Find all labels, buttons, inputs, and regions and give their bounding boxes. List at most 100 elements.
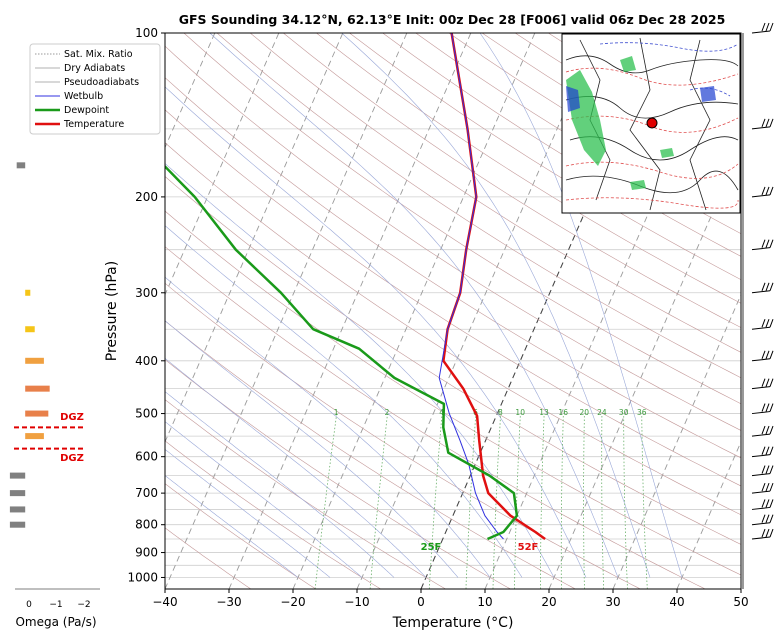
dewpoint-surface-label: 25F xyxy=(421,542,442,553)
mixing-ratio-label: 1 xyxy=(334,408,339,417)
wind-barb-flag xyxy=(765,282,770,291)
x-tick-label: 20 xyxy=(541,595,556,609)
x-axis-label: Temperature (°C) xyxy=(392,615,514,631)
wind-barb-flag xyxy=(769,528,774,538)
legend-label-sat-mix-ratio: Sat. Mix. Ratio xyxy=(64,49,133,60)
omega-bar xyxy=(9,472,26,479)
wind-barb-flag xyxy=(761,425,766,435)
y-axis-label: Pressure (hPa) xyxy=(104,261,120,361)
moist-adiabat xyxy=(165,163,555,578)
wind-barb-flag xyxy=(769,514,774,523)
wind-barb-flag xyxy=(761,186,766,196)
omega-bar xyxy=(25,289,31,296)
dry-adiabat xyxy=(165,527,252,589)
wind-barb-staff xyxy=(751,454,771,458)
omega-panel xyxy=(9,162,100,590)
omega-bar xyxy=(9,521,26,528)
series-temperature xyxy=(442,33,546,541)
wind-barb-flag xyxy=(765,528,770,538)
dry-adiabat xyxy=(250,33,741,353)
wind-barb-flag xyxy=(765,465,770,474)
x-tick-label: 0 xyxy=(417,595,425,609)
mixing-ratio-label: 13 xyxy=(539,408,549,417)
isotherm xyxy=(548,146,741,589)
wind-barb-staff xyxy=(751,473,771,477)
mixing-ratio-line xyxy=(492,413,502,589)
isotherm xyxy=(612,293,741,589)
y-tick-label: 1000 xyxy=(127,570,158,584)
moist-adiabat xyxy=(165,276,491,578)
moist-adiabat xyxy=(165,320,459,578)
wind-barb-flag xyxy=(761,482,766,492)
dry-adiabat xyxy=(316,33,741,304)
wind-barb-flag xyxy=(769,186,774,196)
x-tick-label: 30 xyxy=(605,595,620,609)
y-tick-label: 800 xyxy=(135,518,158,532)
x-tick-label: 10 xyxy=(477,595,492,609)
mixing-ratio-line xyxy=(583,413,585,589)
wind-barb-staff xyxy=(751,30,771,34)
isotherm xyxy=(165,33,216,149)
dry-adiabat xyxy=(165,45,741,431)
wind-barbs xyxy=(742,22,774,589)
wind-barb-staff xyxy=(751,247,771,251)
wind-barb-flag xyxy=(769,282,774,291)
wind-barb-flag xyxy=(769,22,774,32)
dgz-label-bottom: DGZ xyxy=(60,453,84,464)
wind-barb-staff xyxy=(751,386,771,390)
inset-map-blue-shading xyxy=(566,86,716,112)
wind-barb-flag xyxy=(761,350,766,359)
wind-barb-flag xyxy=(769,378,774,387)
mixing-ratio-line xyxy=(428,413,443,589)
wind-barb-staff xyxy=(751,506,771,510)
wind-barb-flag xyxy=(769,403,774,412)
y-tick-label: 700 xyxy=(135,486,158,500)
x-tick-label: −10 xyxy=(344,595,369,609)
mixing-ratio-line xyxy=(514,413,521,589)
omega-bar xyxy=(9,490,26,497)
wind-barb-flag xyxy=(761,514,766,523)
isotherm xyxy=(165,33,280,296)
mixing-ratio-line xyxy=(641,413,648,589)
wind-barb-staff xyxy=(751,290,771,294)
isotherm xyxy=(228,33,472,589)
moist-adiabat xyxy=(165,421,363,578)
y-tick-label: 500 xyxy=(135,407,158,421)
x-tick-label: 50 xyxy=(733,595,748,609)
wind-barb-flag xyxy=(765,378,770,387)
wind-barb-flag xyxy=(765,319,770,328)
y-tick-label: 600 xyxy=(135,450,158,464)
location-marker xyxy=(646,117,658,129)
wind-barb-flag xyxy=(769,425,774,435)
wind-barb-flag xyxy=(761,118,766,128)
wind-barb-flag xyxy=(765,186,770,196)
legend-label-temperature: Temperature xyxy=(63,119,124,130)
omega-bar xyxy=(25,357,44,364)
wind-barb-flag xyxy=(761,446,766,455)
mixing-ratio-label: 2 xyxy=(385,408,390,417)
wind-barb-flag xyxy=(769,482,774,492)
wind-barb-staff xyxy=(751,326,771,330)
dry-adiabat xyxy=(165,176,741,545)
wind-barb-staff xyxy=(751,433,771,437)
dry-adiabat xyxy=(165,109,741,487)
wind-barb-staff xyxy=(751,490,771,494)
legend-label-wetbulb: Wetbulb xyxy=(64,91,103,102)
wind-barb-flag xyxy=(765,403,770,412)
mixing-ratio-line xyxy=(369,413,388,589)
wind-barb-flag xyxy=(761,403,766,412)
moist-adiabat xyxy=(165,391,395,578)
wind-barb-flag xyxy=(769,118,774,128)
legend-label-dewpoint: Dewpoint xyxy=(64,105,109,116)
omega-label: Omega (Pa/s) xyxy=(15,615,96,629)
moist-adiabat xyxy=(165,86,587,578)
wind-barb-flag xyxy=(761,22,766,32)
series-dewpoint xyxy=(165,164,519,541)
dry-adiabat xyxy=(183,33,741,405)
y-tick-label: 900 xyxy=(135,546,158,560)
wind-barb-flag xyxy=(761,528,766,538)
omega-bar xyxy=(25,410,49,417)
wind-barb-flag xyxy=(761,239,766,248)
dry-adiabat xyxy=(165,483,316,589)
wind-barb-flag xyxy=(761,282,766,291)
